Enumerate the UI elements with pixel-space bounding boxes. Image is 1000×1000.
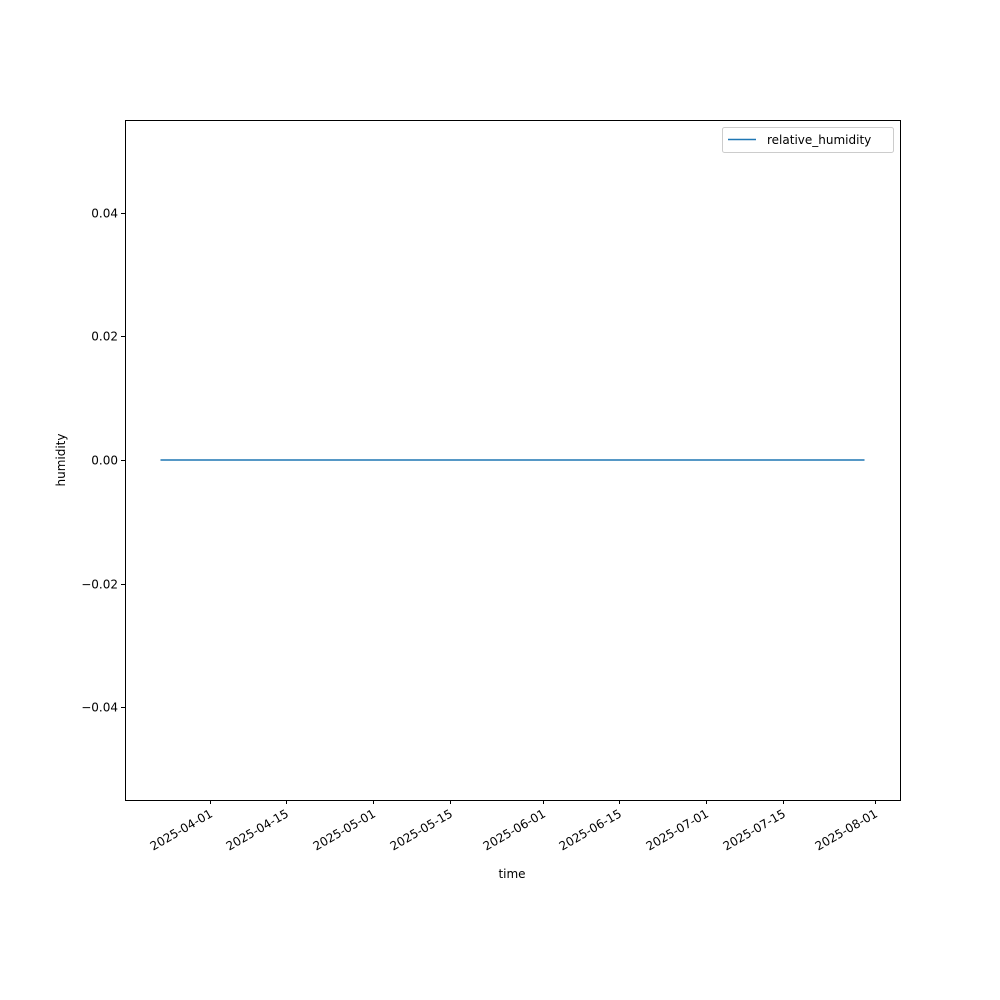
x-tick-label: 2025-07-15	[721, 806, 788, 853]
x-tick-label: 2025-06-15	[557, 806, 624, 853]
legend-box	[722, 127, 894, 153]
y-tick-label: −0.04	[81, 701, 118, 715]
y-tick-label: 0.02	[91, 330, 118, 344]
x-tick-label: 2025-05-15	[388, 806, 455, 853]
x-tick-label: 2025-04-15	[224, 806, 291, 853]
legend-label: relative_humidity	[767, 133, 871, 147]
y-tick-label: 0.04	[91, 207, 118, 221]
x-axis-label: time	[498, 867, 525, 881]
x-tick-label: 2025-04-01	[148, 806, 215, 853]
y-axis-label: humidity	[54, 434, 68, 487]
legend: relative_humidity	[722, 127, 894, 153]
y-tick-label: −0.02	[81, 578, 118, 592]
y-tick-label: 0.00	[91, 454, 118, 468]
x-tick-label: 2025-06-01	[481, 806, 548, 853]
x-tick-label: 2025-05-01	[311, 806, 378, 853]
x-tick-label: 2025-07-01	[644, 806, 711, 853]
x-tick-label: 2025-08-01	[813, 806, 880, 853]
axes-frame	[125, 120, 901, 801]
